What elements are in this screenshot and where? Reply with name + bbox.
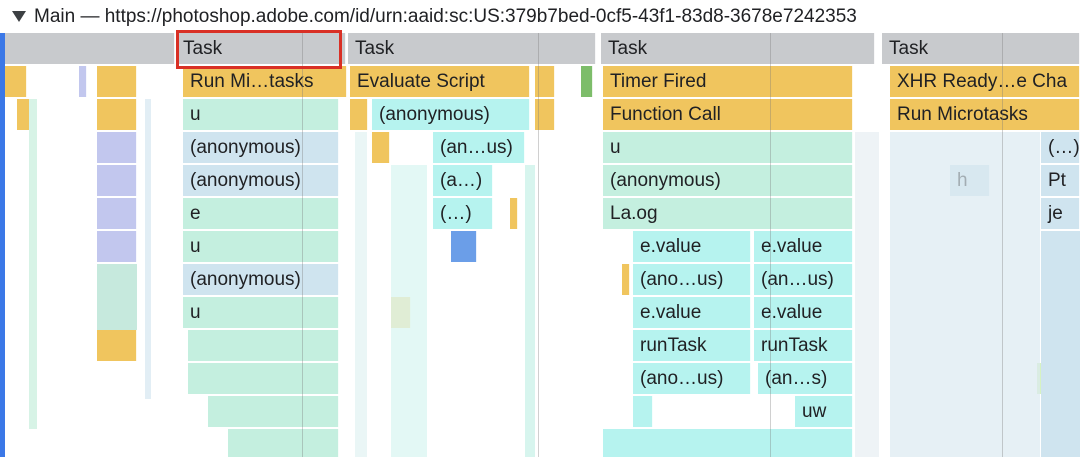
call-frame-anonymous[interactable]: (anonymous) <box>183 132 339 163</box>
scripting-sliver[interactable] <box>97 330 137 361</box>
call-frame[interactable] <box>603 429 853 457</box>
call-frame[interactable] <box>208 396 339 427</box>
triangle-down-icon[interactable] <box>12 11 26 22</box>
call-frame[interactable] <box>188 363 339 394</box>
track-selection-stripe <box>0 33 5 457</box>
deep-stack-column <box>525 165 535 457</box>
grid-line <box>302 33 303 457</box>
call-frame-e-value[interactable]: e.value <box>633 297 751 328</box>
call-frame-anonymous[interactable]: (an…us) <box>754 264 853 295</box>
scripting-sliver[interactable] <box>510 198 518 229</box>
grid-line <box>770 33 771 457</box>
selected-task-outline <box>176 30 342 69</box>
call-frame-anonymous[interactable]: (an…s) <box>758 363 853 394</box>
task-bar[interactable]: Task <box>882 33 1080 64</box>
scripting-sliver[interactable] <box>372 132 390 163</box>
deep-stack-column <box>29 99 37 429</box>
deep-stack-column <box>97 264 137 330</box>
deep-stack-column <box>890 132 1040 457</box>
rendering-sliver[interactable] <box>581 66 593 97</box>
call-frame-e[interactable]: e <box>183 198 339 229</box>
call-frame-anonymous[interactable]: (anonymous) <box>183 264 339 295</box>
call-frame[interactable] <box>228 429 339 457</box>
function-sliver[interactable] <box>97 198 137 229</box>
function-call-block[interactable]: Function Call <box>603 99 853 130</box>
deep-stack-column <box>1041 231 1080 457</box>
run-microtasks-block[interactable]: Run Mi…tasks <box>183 66 347 97</box>
call-frame-uw[interactable]: uw <box>795 396 853 427</box>
call-frame-runtask[interactable]: runTask <box>754 330 853 361</box>
call-frame-u[interactable]: u <box>603 132 853 163</box>
call-frame-anonymous[interactable]: (anonymous) <box>603 165 853 196</box>
call-frame-anonymous[interactable]: (anonymous) <box>183 165 339 196</box>
run-microtasks-block[interactable]: Run Microtasks <box>890 99 1080 130</box>
call-frame-pt[interactable]: Pt <box>1041 165 1080 196</box>
call-frame-anonymous[interactable]: (an…us) <box>433 132 525 163</box>
scripting-sliver[interactable] <box>5 66 27 97</box>
main-track-header[interactable]: Main — https://photoshop.adobe.com/id/ur… <box>0 0 1080 33</box>
call-frame[interactable]: (…) <box>1041 132 1080 163</box>
scripting-sliver[interactable] <box>535 99 555 130</box>
function-sliver[interactable] <box>97 165 137 196</box>
call-frame-anonymous[interactable]: (ano…us) <box>633 264 751 295</box>
xhr-ready-state-block[interactable]: XHR Ready…e Cha <box>890 66 1080 97</box>
call-frame-anonymous[interactable]: (anonymous) <box>372 99 530 130</box>
scripting-sliver[interactable] <box>97 66 137 97</box>
call-frame-u[interactable]: u <box>183 99 339 130</box>
call-frame[interactable]: (…) <box>433 198 493 229</box>
deep-stack-column <box>391 165 427 457</box>
function-sliver[interactable] <box>451 231 477 262</box>
call-frame-u[interactable]: u <box>183 297 339 328</box>
call-frame[interactable] <box>633 396 653 427</box>
grid-line <box>1002 33 1003 457</box>
scripting-sliver[interactable] <box>535 66 555 97</box>
task-bar[interactable]: Task <box>348 33 596 64</box>
call-frame-anonymous[interactable]: (ano…us) <box>633 363 751 394</box>
function-sliver[interactable] <box>97 231 137 262</box>
function-sliver[interactable] <box>97 132 137 163</box>
deep-stack-column <box>355 132 367 457</box>
call-frame-anonymous[interactable]: (a…) <box>433 165 493 196</box>
scripting-sliver[interactable] <box>350 99 368 130</box>
deep-stack-column <box>145 99 151 399</box>
evaluate-script-block[interactable]: Evaluate Script <box>350 66 530 97</box>
timer-fired-block[interactable]: Timer Fired <box>603 66 853 97</box>
main-track-title: Main — https://photoshop.adobe.com/id/ur… <box>34 5 857 27</box>
call-frame-u[interactable]: u <box>183 231 339 262</box>
call-frame-e-value[interactable]: e.value <box>633 231 751 262</box>
scripting-sliver[interactable] <box>622 264 630 295</box>
deep-stack-column <box>855 132 879 457</box>
grid-line <box>538 33 539 457</box>
call-frame-je[interactable]: je <box>1041 198 1080 229</box>
task-bar-strip[interactable] <box>5 33 175 64</box>
call-frame-e-value[interactable]: e.value <box>754 297 853 328</box>
flame-chart[interactable]: Task Task Task Task Run Mi…tasks Evaluat… <box>5 33 1080 457</box>
call-frame-runtask[interactable]: runTask <box>633 330 751 361</box>
scripting-sliver[interactable] <box>97 99 137 130</box>
task-bar[interactable]: Task <box>601 33 875 64</box>
call-frame-la-og[interactable]: La.og <box>603 198 853 229</box>
task-bar[interactable]: Task <box>176 33 346 64</box>
call-frame-e-value[interactable]: e.value <box>754 231 853 262</box>
call-frame[interactable] <box>188 330 339 361</box>
function-sliver[interactable] <box>79 66 87 97</box>
